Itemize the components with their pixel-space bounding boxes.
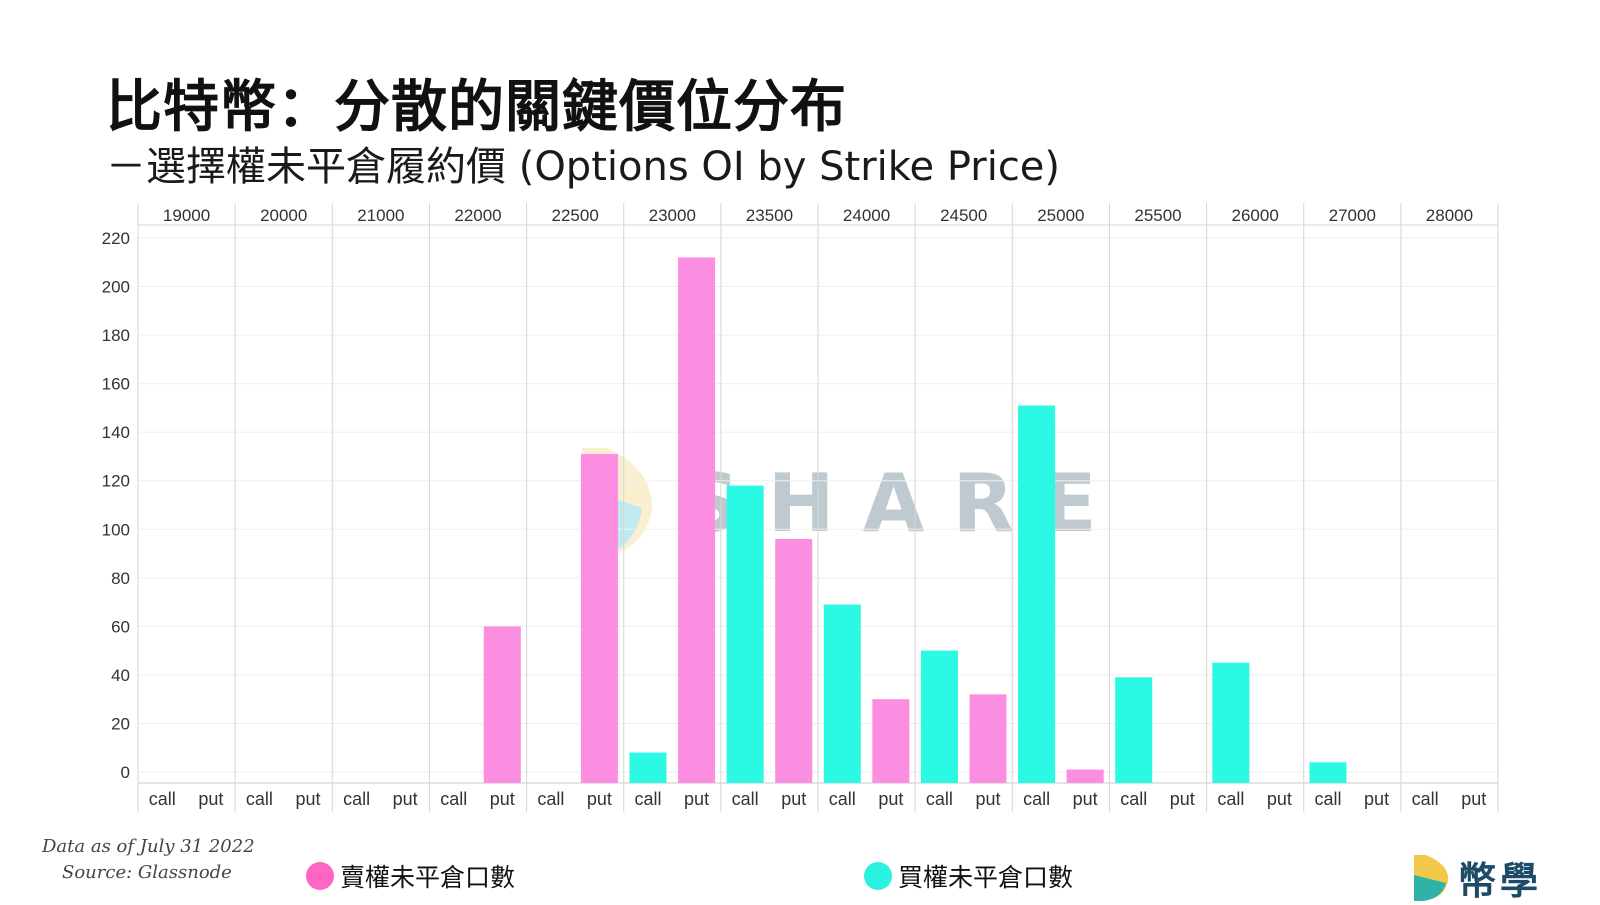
x-sublabel-put: put: [295, 789, 320, 809]
x-sublabel-call: call: [926, 789, 953, 809]
strike-label-22000: 22000: [454, 206, 501, 225]
strike-label-24000: 24000: [843, 206, 890, 225]
legend-put-label: 賣權未平倉口數: [340, 863, 516, 892]
x-sublabel-put: put: [393, 789, 418, 809]
brand-name: 幣學: [1458, 859, 1543, 903]
x-sublabel-call: call: [1217, 789, 1244, 809]
bar-call-27000: [1309, 762, 1347, 783]
x-sublabel-call: call: [343, 789, 370, 809]
x-sublabel-put: put: [878, 789, 903, 809]
bar-put-25000: [1066, 769, 1104, 783]
legend-put: 賣權未平倉口數: [306, 858, 515, 894]
page-title: 比特幣：分散的關鍵價位分布: [106, 75, 847, 140]
x-sublabel-call: call: [1314, 789, 1341, 809]
strike-label-27000: 27000: [1329, 206, 1376, 225]
brand-logo-icon: [1414, 854, 1449, 901]
chart-bars: [483, 257, 1347, 783]
strike-label-25000: 25000: [1037, 206, 1084, 225]
bar-call-26000: [1212, 662, 1250, 783]
brand-logo: 幣學: [1414, 850, 1542, 905]
strike-label-20000: 20000: [260, 206, 307, 225]
strike-label-24500: 24500: [940, 206, 987, 225]
bar-call-25500: [1115, 677, 1153, 783]
legend-put-dot: [306, 862, 334, 890]
bar-put-24000: [872, 699, 910, 783]
x-sublabel-put: put: [490, 789, 515, 809]
x-sublabel-call: call: [1412, 789, 1439, 809]
chart-labels: 0 20 40 60 80 100 120 140 160 180 200 220 19000 20000…: [102, 206, 1487, 809]
x-sublabel-call: call: [149, 789, 176, 809]
y-tick-label: 220: [102, 229, 130, 248]
x-sublabel-call: call: [732, 789, 759, 809]
x-sublabel-call: call: [246, 789, 273, 809]
strike-label-21000: 21000: [357, 206, 404, 225]
y-tick-label: 40: [111, 666, 130, 685]
x-sublabel-put: put: [1267, 789, 1292, 809]
legend-call-dot: [864, 862, 892, 890]
x-sublabel-call: call: [440, 789, 467, 809]
y-tick-label: 0: [121, 763, 130, 782]
y-tick-label: 20: [111, 714, 130, 733]
bar-put-24500: [969, 694, 1007, 783]
x-sublabel-call: call: [1120, 789, 1147, 809]
bar-call-25000: [1018, 405, 1056, 783]
bar-call-23500: [726, 485, 764, 783]
x-sublabel-put: put: [1170, 789, 1195, 809]
strike-label-23000: 23000: [649, 206, 696, 225]
strike-label-26000: 26000: [1232, 206, 1279, 225]
chart-grid: [137, 203, 1499, 812]
bar-put-23000: [678, 257, 716, 783]
x-sublabel-call: call: [634, 789, 661, 809]
strike-label-28000: 28000: [1426, 206, 1473, 225]
x-sublabel-call: call: [829, 789, 856, 809]
y-tick-label: 80: [111, 569, 130, 588]
strike-label-25500: 25500: [1134, 206, 1181, 225]
y-tick-label: 60: [111, 617, 130, 636]
x-sublabel-call: call: [1023, 789, 1050, 809]
strike-label-19000: 19000: [163, 206, 210, 225]
y-tick-label: 100: [102, 520, 130, 539]
y-tick-label: 200: [102, 278, 130, 297]
y-tick-label: 120: [102, 472, 130, 491]
x-sublabel-put: put: [587, 789, 612, 809]
strike-label-22500: 22500: [552, 206, 599, 225]
strike-label-23500: 23500: [746, 206, 793, 225]
x-sublabel-put: put: [1364, 789, 1389, 809]
legend-call-label: 買權未平倉口數: [898, 863, 1074, 892]
x-sublabel-put: put: [1461, 789, 1486, 809]
bar-call-24500: [920, 650, 958, 783]
bar-call-24000: [823, 604, 861, 783]
x-sublabel-call: call: [537, 789, 564, 809]
y-tick-label: 160: [102, 375, 130, 394]
x-sublabel-put: put: [781, 789, 806, 809]
legend-call: 買權未平倉口數: [864, 858, 1073, 894]
bar-put-23500: [775, 538, 813, 783]
source-note: Source: Glassnode: [62, 862, 232, 883]
bar-call-23000: [629, 752, 667, 783]
bar-put-22000: [483, 626, 521, 783]
x-sublabel-put: put: [684, 789, 709, 809]
page-subtitle: －選擇權未平倉履約價 (Options OI by Strike Price): [106, 144, 1061, 190]
x-sublabel-put: put: [198, 789, 223, 809]
x-sublabel-put: put: [975, 789, 1000, 809]
x-sublabel-put: put: [1073, 789, 1098, 809]
y-tick-label: 140: [102, 423, 130, 442]
bar-put-22500: [580, 454, 618, 783]
y-tick-label: 180: [102, 326, 130, 345]
data-as-of-note: Data as of July 31 2022: [42, 836, 255, 857]
